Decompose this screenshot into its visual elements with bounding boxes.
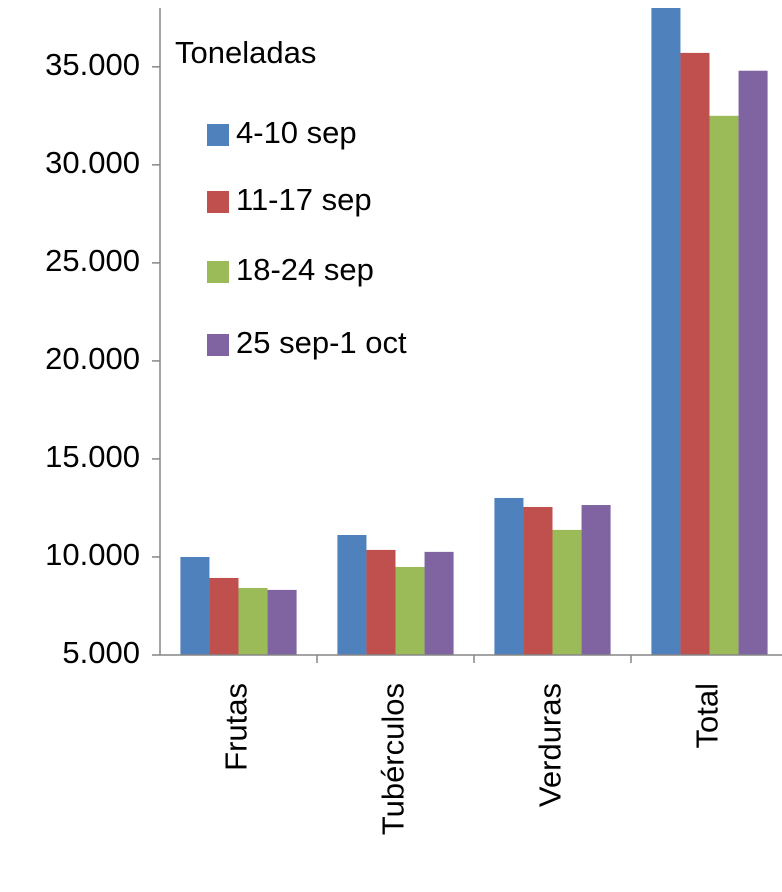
- y-tick-label: 25.000: [45, 243, 140, 278]
- y-tick-label: 35.000: [45, 47, 140, 82]
- bar: [680, 52, 710, 655]
- y-tick-label: 20.000: [45, 341, 140, 376]
- legend-label: 18-24 sep: [236, 252, 374, 287]
- legend-label: 11-17 sep: [236, 182, 372, 217]
- bar: [267, 589, 297, 655]
- y-tick-label: 5.000: [62, 635, 140, 670]
- legend-swatch: [207, 191, 229, 213]
- bar: [709, 115, 739, 656]
- bar: [337, 535, 367, 655]
- x-tick-label: Total: [690, 683, 725, 748]
- bar: [581, 505, 611, 655]
- bar: [180, 556, 210, 655]
- x-tick-label: Verduras: [533, 683, 568, 807]
- legend-swatch: [207, 261, 229, 283]
- x-tick-label: Frutas: [219, 683, 254, 771]
- bar: [552, 529, 582, 655]
- legend-label: 25 sep-1 oct: [236, 325, 407, 360]
- y-tick-label: 10.000: [45, 537, 140, 572]
- bar: [494, 497, 524, 655]
- bar: [424, 551, 454, 655]
- legend-label: 4-10 sep: [236, 115, 357, 150]
- bar: [366, 549, 396, 655]
- bar: [651, 8, 681, 655]
- legend-swatch: [207, 334, 229, 356]
- y-tick-label: 15.000: [45, 439, 140, 474]
- y-tick-label: 30.000: [45, 145, 140, 180]
- bar: [209, 577, 239, 655]
- bar: [395, 566, 425, 655]
- x-tick-label: Tubérculos: [376, 683, 411, 835]
- legend-swatch: [207, 124, 229, 146]
- legend-title: Toneladas: [175, 35, 316, 70]
- bar: [738, 70, 768, 656]
- bar: [238, 587, 268, 655]
- bar: [523, 506, 553, 655]
